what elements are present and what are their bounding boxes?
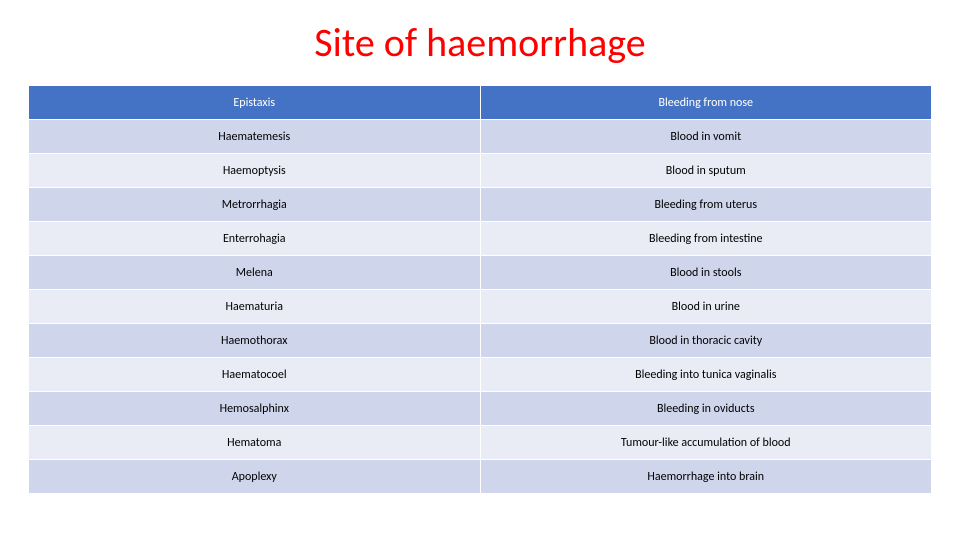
definition-cell: Blood in urine (480, 290, 932, 324)
term-cell: Haemothorax (29, 324, 481, 358)
table-row: EnterrohagiaBleeding from intestine (29, 222, 932, 256)
term-cell: Metrorrhagia (29, 188, 481, 222)
table-row: HaemoptysisBlood in sputum (29, 154, 932, 188)
table-row: HaematocoelBleeding into tunica vaginali… (29, 358, 932, 392)
table-row: HaematemesisBlood in vomit (29, 120, 932, 154)
table-row: HematomaTumour-like accumulation of bloo… (29, 426, 932, 460)
term-cell: Epistaxis (29, 86, 481, 120)
definition-cell: Blood in thoracic cavity (480, 324, 932, 358)
term-cell: Haemoptysis (29, 154, 481, 188)
slide: Site of haemorrhage EpistaxisBleeding fr… (0, 0, 960, 540)
table-row: HaemothoraxBlood in thoracic cavity (29, 324, 932, 358)
term-cell: Haematocoel (29, 358, 481, 392)
term-cell: Haematemesis (29, 120, 481, 154)
table-body: EpistaxisBleeding from noseHaematemesisB… (29, 86, 932, 494)
definition-cell: Bleeding from nose (480, 86, 932, 120)
definition-cell: Blood in vomit (480, 120, 932, 154)
term-cell: Hematoma (29, 426, 481, 460)
table-row: MelenaBlood in stools (29, 256, 932, 290)
table-row: HaematuriaBlood in urine (29, 290, 932, 324)
table-row: MetrorrhagiaBleeding from uterus (29, 188, 932, 222)
term-cell: Haematuria (29, 290, 481, 324)
definition-cell: Tumour-like accumulation of blood (480, 426, 932, 460)
term-cell: Apoplexy (29, 460, 481, 494)
table-row: HemosalphinxBleeding in oviducts (29, 392, 932, 426)
table-row: EpistaxisBleeding from nose (29, 86, 932, 120)
definition-cell: Bleeding in oviducts (480, 392, 932, 426)
definition-cell: Bleeding from uterus (480, 188, 932, 222)
definition-cell: Blood in stools (480, 256, 932, 290)
definition-cell: Bleeding into tunica vaginalis (480, 358, 932, 392)
definition-cell: Blood in sputum (480, 154, 932, 188)
term-cell: Hemosalphinx (29, 392, 481, 426)
table-row: ApoplexyHaemorrhage into brain (29, 460, 932, 494)
term-cell: Melena (29, 256, 481, 290)
page-title: Site of haemorrhage (28, 18, 932, 67)
term-cell: Enterrohagia (29, 222, 481, 256)
definition-cell: Bleeding from intestine (480, 222, 932, 256)
definition-cell: Haemorrhage into brain (480, 460, 932, 494)
haemorrhage-table: EpistaxisBleeding from noseHaematemesisB… (28, 85, 932, 494)
